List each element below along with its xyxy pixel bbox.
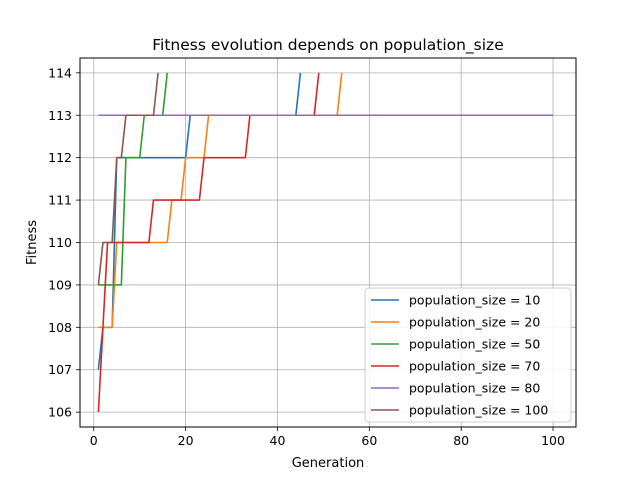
y-tick-label: 107 — [48, 362, 72, 377]
y-tick-label: 110 — [48, 235, 72, 250]
series-line-1 — [98, 72, 343, 329]
x-tick-label: 80 — [453, 433, 469, 448]
y-tick-label: 113 — [48, 108, 72, 123]
y-axis-label: Fitness — [25, 220, 40, 265]
series-line-0 — [97, 72, 302, 370]
legend: population_size = 10 population_size = 20… — [364, 287, 572, 423]
series-lines — [97, 72, 554, 413]
legend-label-5: population_size = 100 — [409, 403, 548, 418]
y-tick-label: 109 — [48, 277, 72, 292]
legend-label-4: population_size = 80 — [409, 381, 540, 396]
series-line-2 — [98, 72, 169, 286]
legend-label-3: population_size = 70 — [409, 359, 540, 374]
legend-label-2: population_size = 50 — [409, 337, 540, 352]
y-tick-label: 112 — [48, 150, 72, 165]
y-axis-ticks: 106 107 108 109 110 111 112 113 114 — [48, 65, 80, 420]
y-tick-label: 106 — [48, 405, 72, 420]
y-tick-label: 108 — [48, 320, 72, 335]
series-line-5 — [97, 72, 159, 285]
y-tick-label: 114 — [48, 65, 72, 80]
legend-label-1: population_size = 20 — [409, 315, 540, 330]
chart-title: Fitness evolution depends on population_… — [152, 36, 503, 55]
x-tick-label: 20 — [178, 433, 194, 448]
x-tick-label: 0 — [90, 433, 98, 448]
x-axis-ticks: 0 20 40 60 80 100 — [90, 427, 565, 448]
legend-box — [364, 287, 572, 423]
y-tick-label: 111 — [48, 193, 72, 208]
x-tick-label: 40 — [270, 433, 286, 448]
x-tick-label: 100 — [541, 433, 565, 448]
x-axis-label: Generation — [292, 456, 365, 471]
legend-label-0: population_size = 10 — [409, 293, 540, 308]
x-tick-label: 60 — [361, 433, 377, 448]
